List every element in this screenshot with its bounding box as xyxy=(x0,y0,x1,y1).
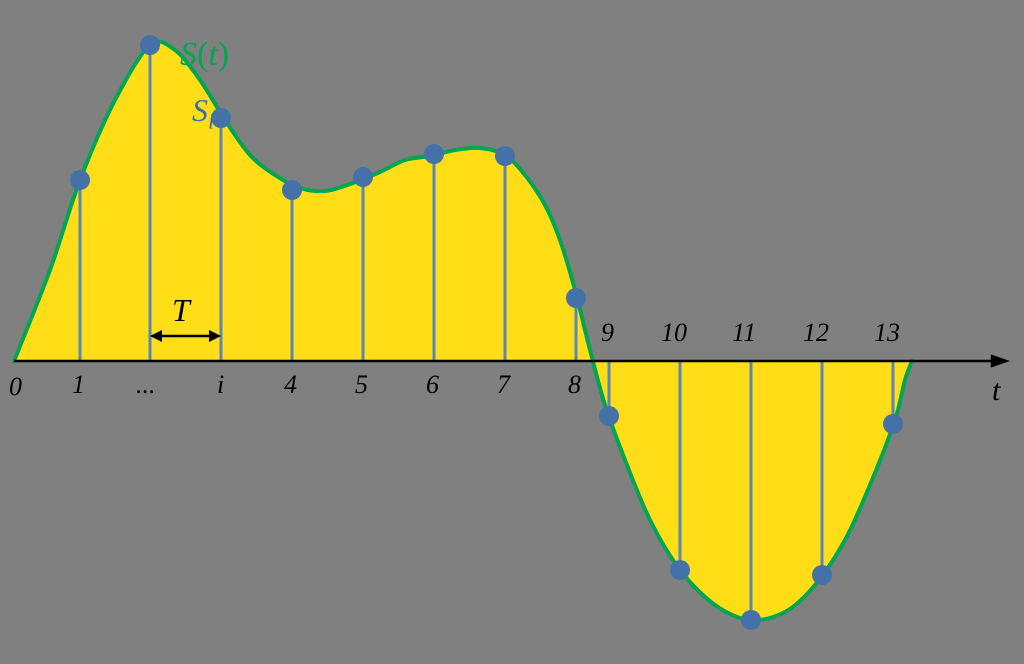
sample-marker xyxy=(70,170,90,190)
axis-label-t: t xyxy=(992,374,1000,408)
x-axis-arrow xyxy=(991,354,1010,367)
tick-label: 8 xyxy=(568,370,581,400)
tick-label: 11 xyxy=(732,318,756,348)
period-label: T xyxy=(172,292,190,329)
sample-marker xyxy=(140,35,160,55)
sample-marker xyxy=(424,144,444,164)
tick-label: 10 xyxy=(661,318,687,348)
sample-marker xyxy=(353,167,373,187)
sample-marker xyxy=(282,180,302,200)
sampling-diagram xyxy=(0,0,1024,664)
tick-label: 9 xyxy=(601,318,614,348)
samples-label: Si xyxy=(192,92,214,134)
tick-0: 0 xyxy=(9,372,22,402)
curve-label: S(t) xyxy=(180,36,229,74)
tick-label: 1 xyxy=(72,370,85,400)
tick-label: 5 xyxy=(355,370,368,400)
sample-marker xyxy=(883,414,903,434)
tick-label: ... xyxy=(136,370,156,400)
tick-label: 7 xyxy=(497,370,510,400)
tick-label: 4 xyxy=(284,370,297,400)
sample-marker xyxy=(599,406,619,426)
tick-label: i xyxy=(217,370,224,400)
sample-marker xyxy=(566,288,586,308)
sample-marker xyxy=(812,565,832,585)
sample-marker xyxy=(741,610,761,630)
tick-label: 12 xyxy=(803,318,829,348)
tick-label: 6 xyxy=(426,370,439,400)
sample-marker xyxy=(495,146,515,166)
tick-label: 13 xyxy=(874,318,900,348)
sample-marker xyxy=(670,560,690,580)
